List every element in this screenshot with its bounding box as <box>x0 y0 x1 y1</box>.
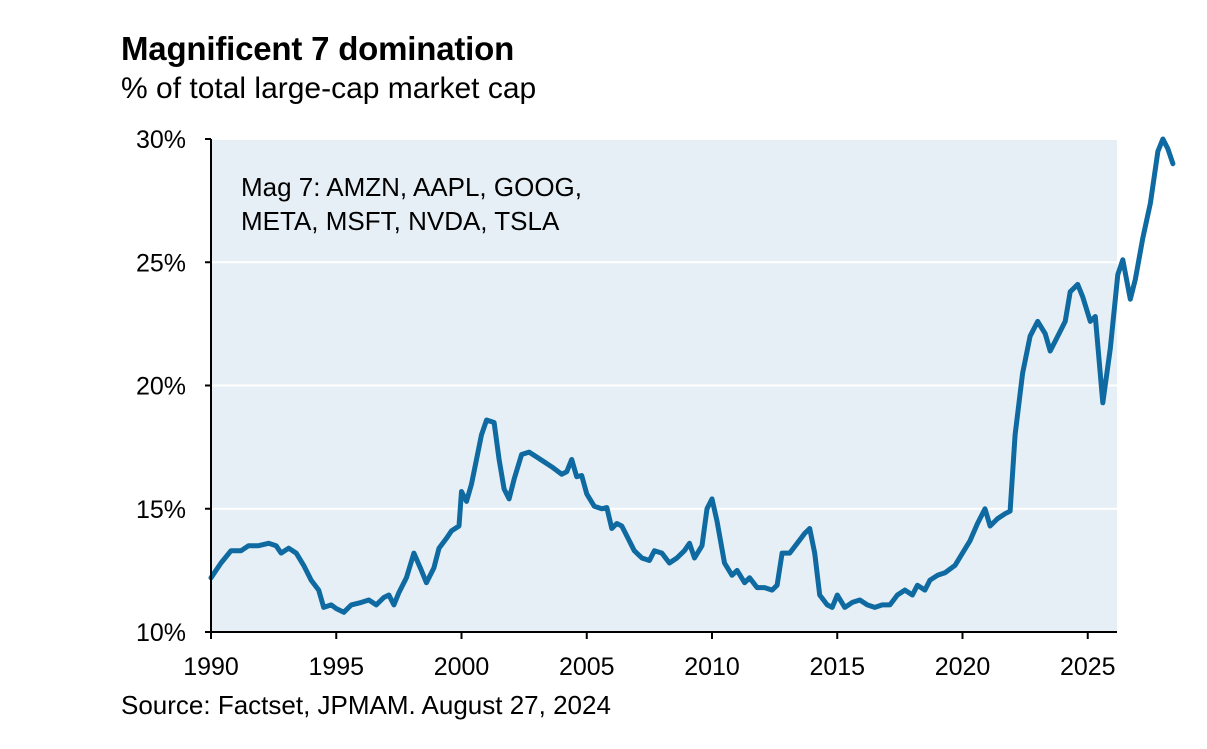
series-group <box>208 136 1176 615</box>
chart-subtitle: % of total large-cap market cap <box>121 72 537 105</box>
x-tick-label-7: 2025 <box>1060 653 1116 681</box>
y-tick-label-2: 20% <box>136 373 186 401</box>
series-line-0 <box>208 136 1176 615</box>
chart-title: Magnificent 7 domination <box>121 30 515 67</box>
x-tick-label-5: 2015 <box>809 653 865 681</box>
x-tick-label-0: 1990 <box>183 653 239 681</box>
x-tick-label-2: 2000 <box>434 653 490 681</box>
y-tick-label-0: 10% <box>136 619 186 647</box>
x-tick-label-4: 2010 <box>684 653 740 681</box>
y-tick-label-1: 15% <box>136 496 186 524</box>
annotation-line-1: Mag 7: AMZN, AAPL, GOOG, <box>241 172 582 202</box>
x-tick-label-1: 1995 <box>308 653 364 681</box>
annotation-line-2: META, MSFT, NVDA, TSLA <box>241 206 560 236</box>
axes <box>205 138 1117 639</box>
y-tick-label-4: 30% <box>136 126 186 154</box>
y-tick-label-3: 25% <box>136 249 186 277</box>
gridlines <box>211 138 1117 510</box>
x-tick-label-6: 2020 <box>935 653 991 681</box>
x-axis-labels: 1990 1995 2000 2005 2010 2015 2020 2025 <box>183 653 1115 681</box>
source-note: Source: Factset, JPMAM. August 27, 2024 <box>121 690 611 720</box>
x-tick-label-3: 2005 <box>559 653 615 681</box>
y-axis-labels: 10% 15% 20% 25% 30% <box>136 126 186 647</box>
